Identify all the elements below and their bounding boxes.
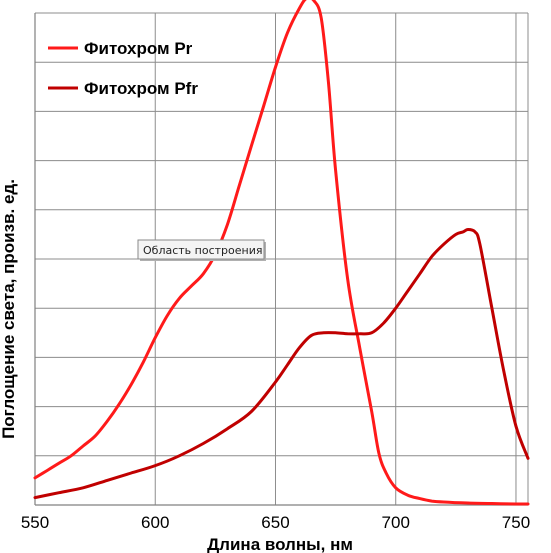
x-tick-label: 600 — [141, 513, 169, 532]
x-tick-labels: 550 600 650 700 750 — [21, 513, 530, 532]
x-tick-label: 750 — [502, 513, 530, 532]
y-axis-title: Поглощение света, произв. ед. — [0, 179, 18, 439]
legend: Фитохром Pr Фитохром Pfr — [48, 39, 198, 98]
x-tick-label: 650 — [261, 513, 289, 532]
series-layer — [33, 0, 530, 506]
series-line-pfr[interactable] — [33, 228, 530, 500]
x-axis-title: Длина волны, нм — [207, 535, 353, 553]
axes — [34, 13, 529, 506]
plot-area-tooltip: Область построения — [137, 239, 266, 261]
series-line-pr[interactable] — [33, 0, 530, 506]
x-tick-label: 700 — [382, 513, 410, 532]
legend-label-pfr: Фитохром Pfr — [84, 79, 198, 98]
legend-label-pr: Фитохром Pr — [84, 39, 193, 58]
tooltip-box — [137, 239, 265, 260]
x-tick-label: 550 — [21, 513, 49, 532]
tooltip-text: Область построения — [143, 244, 262, 257]
